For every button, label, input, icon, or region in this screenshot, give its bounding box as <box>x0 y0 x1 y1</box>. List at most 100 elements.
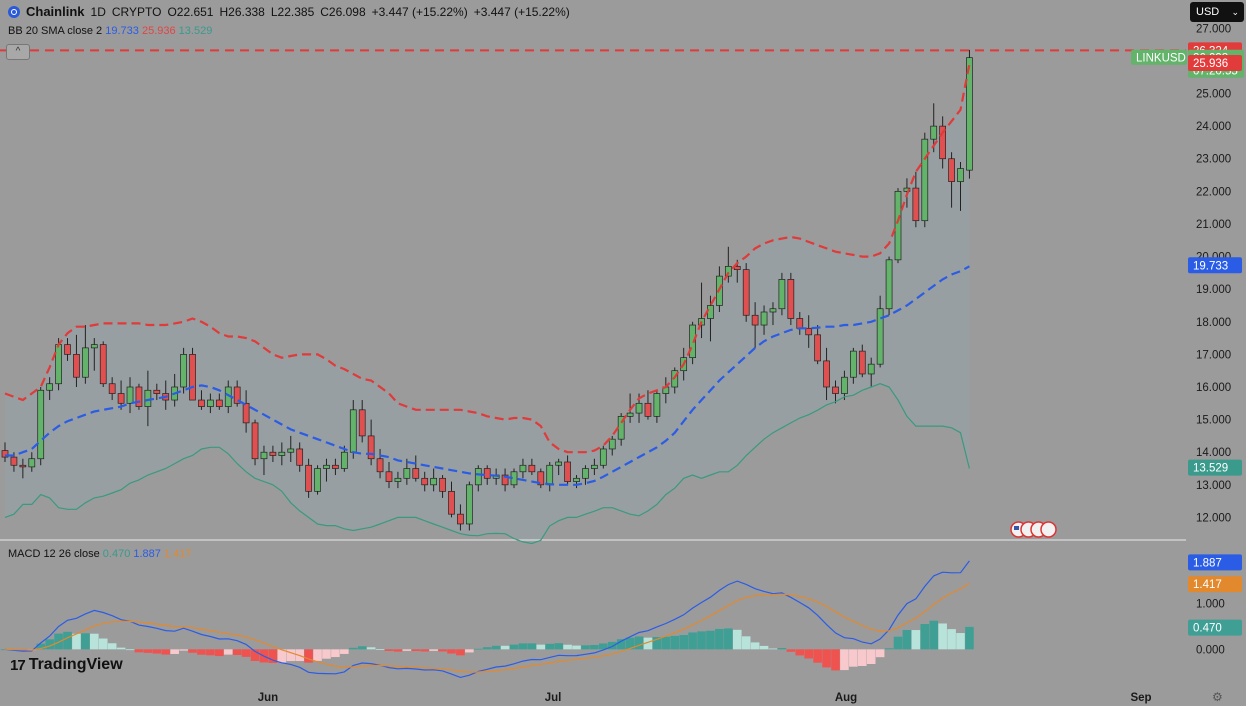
macd-hist-bar <box>206 649 215 656</box>
signal-value-tag-text: 1.417 <box>1193 579 1222 591</box>
candle-body <box>278 451 286 456</box>
macd-hist-bar <box>54 633 63 650</box>
macd-hist-bar <box>286 649 296 662</box>
macd-hist-bar <box>456 649 465 656</box>
candle <box>117 380 125 410</box>
candle-body <box>591 464 598 469</box>
macd-hist-bar <box>518 643 528 650</box>
candle-body <box>858 350 866 375</box>
candle-body <box>760 311 768 326</box>
time-tick-label: Jul <box>545 692 562 704</box>
currency-label: USD <box>1196 6 1220 18</box>
macd-line-value: 1.887 <box>133 548 161 560</box>
time-tick-label: Aug <box>835 692 857 704</box>
ohlc-close: C26.098 <box>320 4 366 19</box>
candle-body <box>599 448 607 466</box>
candle <box>314 465 321 495</box>
macd-hist-bar <box>45 639 54 650</box>
bb-legend[interactable]: BB 20 SMA close 2 19.733 25.936 13.529 <box>8 25 212 37</box>
candle-body <box>948 158 955 182</box>
collapse-legend-button[interactable]: ^ <box>6 44 30 60</box>
price-tick-label: 24.000 <box>1196 121 1231 133</box>
price-tick-label: 12.000 <box>1196 512 1231 524</box>
candle <box>921 132 929 228</box>
macd-hist-bar <box>188 649 197 653</box>
macd-hist-bar <box>250 649 260 661</box>
candle <box>296 442 304 472</box>
macd-hist-bar <box>724 628 733 650</box>
candle <box>957 162 964 211</box>
macd-hist-bar <box>768 648 778 650</box>
candle <box>689 321 696 365</box>
candle <box>528 458 536 476</box>
candle-body <box>546 464 554 486</box>
candle-body <box>466 484 473 525</box>
candle <box>1 442 9 462</box>
macd-hist-bar <box>831 649 840 671</box>
macd-hist-bar <box>715 628 724 650</box>
candle <box>653 390 661 423</box>
candle <box>849 347 857 384</box>
symbol-tag: LINKUSD <box>1131 49 1187 65</box>
candle-body <box>814 334 821 362</box>
symbol-name[interactable]: Chainlink <box>26 4 85 19</box>
candle <box>385 462 393 489</box>
candle <box>367 419 375 466</box>
macd-hist-bar <box>581 645 590 650</box>
time-tick-label: Jun <box>258 692 278 704</box>
macd-hist-bar <box>393 649 403 652</box>
currency-selector[interactable]: USD ⌄ <box>1190 2 1244 22</box>
macd-axis[interactable]: 1.000 0.000 <box>1196 598 1225 656</box>
macd-hist-bar <box>554 643 563 650</box>
candle <box>260 445 268 476</box>
macd-legend[interactable]: MACD 12 26 close 0.470 1.887 1.417 <box>8 548 192 560</box>
macd-hist-bar <box>465 649 474 653</box>
macd-hist-bar <box>375 649 385 650</box>
candle <box>832 380 839 404</box>
candle <box>189 347 196 401</box>
candle-body <box>689 324 696 359</box>
candle <box>430 468 437 492</box>
hist-value-tag: 0.470 <box>1188 619 1242 636</box>
macd-hist-bar <box>849 649 858 667</box>
macd-hist-bar <box>402 649 412 651</box>
settings-gear-icon[interactable]: ⚙ <box>1212 690 1223 704</box>
candle-body <box>653 393 661 417</box>
candle <box>457 504 464 531</box>
candle-body <box>367 435 375 460</box>
interval-label[interactable]: 1D <box>90 4 106 19</box>
macd-hist-bar <box>340 649 349 654</box>
us-events-icon[interactable] <box>1010 521 1058 538</box>
bb-basis-value: 19.733 <box>105 25 139 37</box>
macd-value-tag: 1.887 <box>1188 554 1242 571</box>
macd-hist-bar <box>420 649 430 652</box>
macd-hist-bar <box>652 636 662 650</box>
candle <box>823 347 830 401</box>
macd-hist-bar <box>107 643 117 650</box>
tradingview-logo[interactable]: 17 TradingView <box>10 656 123 674</box>
candle-body <box>912 187 920 222</box>
candle-body <box>305 464 312 492</box>
candle-body <box>742 269 750 316</box>
macd-hist-bar <box>661 636 671 650</box>
macd-hist-bar <box>616 639 626 650</box>
price-tick-label: 13.000 <box>1196 480 1231 492</box>
candle <box>19 458 27 479</box>
candle <box>207 393 214 414</box>
candle-body <box>635 402 643 414</box>
macd-hist-bar <box>304 649 313 663</box>
macd-hist-bar <box>688 632 697 650</box>
candle-body <box>894 190 902 261</box>
candle <box>305 458 312 498</box>
time-axis[interactable]: Jun Jul Aug Sep <box>258 692 1152 704</box>
candle-body <box>55 344 62 385</box>
macd-hist-bar <box>357 646 367 650</box>
candle-body <box>64 344 71 355</box>
candle-body <box>849 350 857 378</box>
candle <box>564 455 571 485</box>
macd-hist-bar <box>884 648 894 650</box>
candle <box>573 475 580 489</box>
macd-hist-bar <box>929 620 939 650</box>
